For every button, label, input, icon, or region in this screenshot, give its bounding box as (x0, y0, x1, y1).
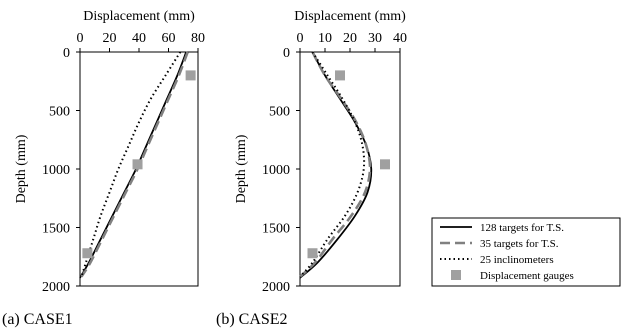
panel-case2: 0 10 20 30 40 0 500 1000 1500 2000 Displacement (m… (216, 9, 407, 328)
panel-caption: (b) CASE2 (216, 311, 288, 328)
panel-caption: (a) CASE1 (2, 311, 73, 328)
y-axis-label: Depth (mm) (234, 134, 249, 203)
gauge-marker (82, 248, 93, 259)
legend-label: Displacement gauges (480, 270, 574, 282)
legend-label: 128 targets for T.S. (480, 222, 564, 234)
gauge-marker (335, 70, 345, 81)
x-tick-label: 40 (393, 31, 407, 46)
x-tick-label: 40 (132, 31, 146, 46)
y-tick-label: 500 (269, 105, 290, 120)
x-tick-label: 20 (343, 31, 357, 46)
x-tick-label: 60 (162, 31, 176, 46)
legend: 128 targets for T.S. 35 targets for T.S. 2… (431, 217, 621, 287)
gauge-marker (307, 248, 318, 259)
x-axis-label: Displacement (mm) (83, 9, 195, 24)
y-tick-label: 0 (63, 46, 70, 61)
x-tick-label: 20 (103, 31, 117, 46)
y-tick-label: 0 (283, 46, 290, 61)
y-tick-label: 1500 (42, 222, 70, 237)
y-tick-label: 1000 (262, 163, 290, 178)
series-line-dashed (299, 51, 372, 278)
legend-box (431, 217, 621, 287)
x-tick-label: 30 (368, 31, 382, 46)
y-tick-label: 2000 (262, 280, 290, 295)
panel-case1: 0 20 40 60 80 0 500 1000 1500 2000 Displacement (m… (2, 9, 205, 328)
series-line-solid (299, 51, 373, 279)
legend-marker (451, 270, 461, 280)
y-tick-label: 1500 (262, 222, 290, 237)
x-tick-label: 0 (77, 31, 84, 46)
x-tick-label: 10 (318, 31, 332, 46)
gauge-marker (132, 159, 143, 170)
x-tick-label: 80 (191, 31, 205, 46)
y-tick-label: 2000 (42, 280, 70, 295)
y-tick-label: 500 (49, 105, 70, 120)
y-tick-label: 1000 (42, 163, 70, 178)
x-tick-label: 0 (297, 31, 304, 46)
gauge-marker (185, 70, 196, 81)
gauge-marker (380, 159, 390, 170)
series-line-dotted (80, 51, 182, 277)
y-axis-label: Depth (mm) (14, 134, 29, 203)
legend-label: 25 inclinometers (480, 254, 554, 266)
x-axis-label: Displacement (mm) (294, 9, 406, 24)
legend-label: 35 targets for T.S. (480, 238, 559, 250)
